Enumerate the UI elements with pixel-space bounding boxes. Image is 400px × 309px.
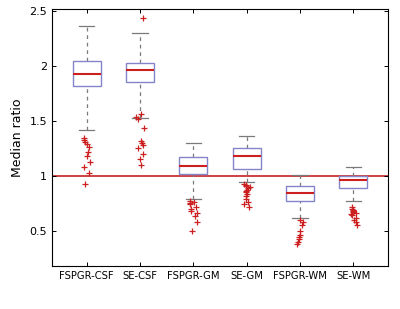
Bar — [126, 63, 154, 82]
Bar — [340, 176, 367, 188]
Bar — [286, 186, 314, 201]
Bar — [233, 148, 260, 169]
Bar — [73, 61, 100, 86]
Y-axis label: Median ratio: Median ratio — [11, 98, 24, 177]
Bar — [180, 157, 207, 174]
